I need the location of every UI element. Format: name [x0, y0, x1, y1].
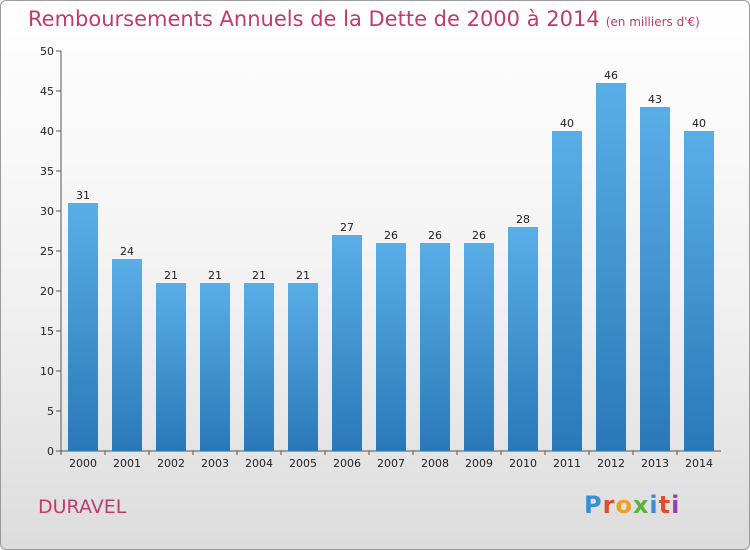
bar-2010: [508, 227, 538, 451]
chart-unit: (en milliers d'€): [605, 15, 700, 29]
data-label-2009: 26: [472, 229, 486, 242]
x-tick-label: 2004: [245, 457, 273, 470]
data-label-2002: 21: [164, 269, 178, 282]
data-label-2004: 21: [252, 269, 266, 282]
x-tick-label: 2009: [465, 457, 493, 470]
chart-title-text: Remboursements Annuels de la Dette de 20…: [28, 7, 600, 31]
y-tick-label: 25: [40, 245, 54, 258]
y-tick-label: 0: [47, 445, 54, 458]
x-tick-label: 2012: [597, 457, 625, 470]
data-label-2000: 31: [76, 189, 90, 202]
y-tick-label: 45: [40, 85, 54, 98]
data-label-2003: 21: [208, 269, 222, 282]
bar-2013: [640, 107, 670, 451]
bar-2004: [244, 283, 274, 451]
y-tick-label: 30: [40, 205, 54, 218]
proxiti-logo: Proxiti: [584, 491, 680, 519]
y-tick-label: 40: [40, 125, 54, 138]
data-label-2008: 26: [428, 229, 442, 242]
data-label-2010: 28: [516, 213, 530, 226]
bar-2009: [464, 243, 494, 451]
bar-2005: [288, 283, 318, 451]
bar-2008: [420, 243, 450, 451]
bar-2002: [156, 283, 186, 451]
bar-2011: [552, 131, 582, 451]
bar-2007: [376, 243, 406, 451]
x-tick-label: 2008: [421, 457, 449, 470]
y-tick-label: 15: [40, 325, 54, 338]
bar-2000: [68, 203, 98, 451]
data-label-2011: 40: [560, 117, 574, 130]
y-tick-label: 50: [40, 45, 54, 58]
data-label-2006: 27: [340, 221, 354, 234]
logo-letter: o: [615, 491, 633, 519]
data-label-2012: 46: [604, 69, 618, 82]
x-tick-label: 2003: [201, 457, 229, 470]
x-tick-label: 2001: [113, 457, 141, 470]
logo-letter: x: [632, 491, 650, 519]
logo-letter: P: [584, 491, 603, 519]
x-tick-label: 2000: [69, 457, 97, 470]
x-tick-label: 2005: [289, 457, 317, 470]
x-tick-label: 2007: [377, 457, 405, 470]
chart-bars: 31 24 21 21 21 21 27 26 26 26 28 40 46 43 40: [68, 69, 714, 451]
bar-2014: [684, 131, 714, 451]
data-label-2014: 40: [692, 117, 706, 130]
bar-2003: [200, 283, 230, 451]
x-tick-label: 2011: [553, 457, 581, 470]
y-tick-label: 20: [40, 285, 54, 298]
bar-2006: [332, 235, 362, 451]
data-label-2013: 43: [648, 93, 662, 106]
data-label-2001: 24: [120, 245, 134, 258]
location-name: DURAVEL: [38, 496, 127, 518]
x-tick-label: 2010: [509, 457, 537, 470]
chart-axes: 0 5 10 15 20 25 30 35 40 45 50 2000 2001 2002 2003 2004…: [40, 45, 721, 470]
logo-letter: r: [602, 491, 616, 519]
bar-2012: [596, 83, 626, 451]
y-tick-label: 5: [47, 405, 54, 418]
logo-letter: i: [649, 491, 659, 519]
chart-title: Remboursements Annuels de la Dette de 20…: [28, 7, 700, 31]
data-label-2005: 21: [296, 269, 310, 282]
logo-letter: i: [671, 491, 681, 519]
x-tick-label: 2013: [641, 457, 669, 470]
x-tick-label: 2014: [685, 457, 713, 470]
bar-2001: [112, 259, 142, 451]
x-tick-label: 2002: [157, 457, 185, 470]
y-tick-label: 35: [40, 165, 54, 178]
x-tick-label: 2006: [333, 457, 361, 470]
data-label-2007: 26: [384, 229, 398, 242]
logo-letter: t: [658, 491, 672, 519]
y-tick-label: 10: [40, 365, 54, 378]
